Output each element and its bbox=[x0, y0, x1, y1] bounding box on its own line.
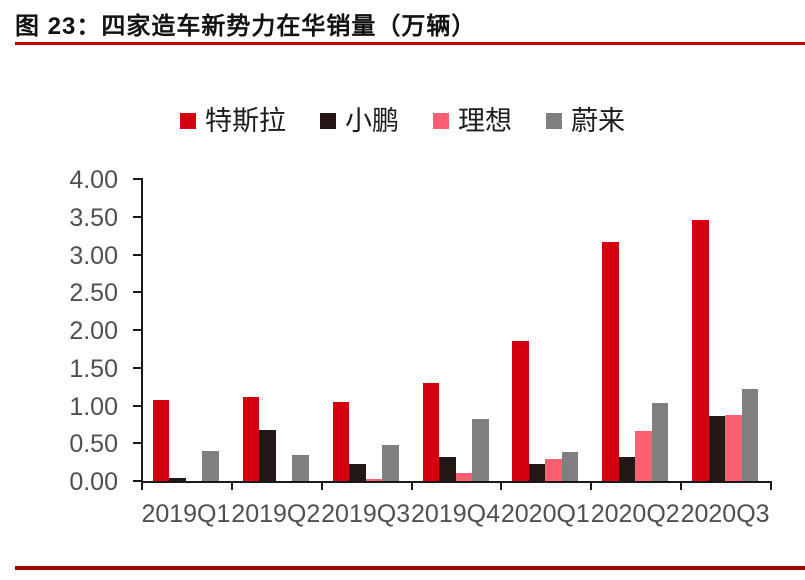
y-axis bbox=[141, 178, 143, 482]
y-tick-label: 0.00 bbox=[69, 468, 118, 496]
bar-特斯拉-2020Q1 bbox=[512, 340, 529, 481]
bar-蔚来-2020Q1 bbox=[561, 452, 579, 481]
x-axis-tick bbox=[680, 483, 683, 490]
bar-蔚来-2019Q3 bbox=[382, 444, 399, 481]
y-axis-tick bbox=[133, 178, 141, 180]
bar-小鹏-2019Q2 bbox=[259, 430, 276, 481]
bar-特斯拉-2019Q3 bbox=[332, 401, 350, 481]
legend-item: 蔚来 bbox=[546, 105, 625, 136]
y-tick-label: 2.00 bbox=[69, 317, 118, 345]
x-axis-tick bbox=[320, 483, 323, 490]
legend-label: 理想 bbox=[458, 105, 512, 136]
legend-swatch-icon bbox=[433, 113, 449, 129]
x-tick-label: 2020Q1 bbox=[500, 500, 590, 528]
bar-理想-2019Q3 bbox=[365, 479, 383, 481]
y-tick-label: 3.50 bbox=[69, 203, 118, 232]
bar-特斯拉-2019Q4 bbox=[422, 382, 439, 481]
legend-item: 特斯拉 bbox=[180, 105, 286, 136]
bar-特斯拉-2020Q3 bbox=[692, 219, 709, 481]
legend-label: 特斯拉 bbox=[205, 105, 286, 136]
y-axis-tick bbox=[133, 253, 141, 256]
y-axis-tick bbox=[133, 404, 141, 407]
bar-蔚来-2020Q2 bbox=[651, 403, 669, 481]
bar-蔚来-2019Q2 bbox=[292, 454, 309, 481]
y-tick-label: 3.00 bbox=[69, 241, 118, 270]
legend-swatch-icon bbox=[180, 113, 196, 129]
bar-蔚来-2019Q1 bbox=[202, 450, 219, 481]
x-tick-label: 2020Q3 bbox=[680, 500, 770, 528]
x-axis-tick bbox=[230, 483, 233, 490]
bar-特斯拉-2019Q2 bbox=[242, 397, 260, 481]
figure-title-row: 图 23：四家造车新势力在华销量（万辆） bbox=[15, 6, 790, 41]
bar-理想-2020Q1 bbox=[545, 459, 562, 481]
y-tick-label: 0.50 bbox=[69, 430, 118, 459]
bar-小鹏-2020Q2 bbox=[618, 456, 636, 481]
bar-小鹏-2019Q3 bbox=[349, 463, 366, 481]
y-tick-label: 4.00 bbox=[69, 166, 118, 194]
legend-label: 蔚来 bbox=[571, 105, 625, 136]
figure-title: 图 23：四家造车新势力在华销量（万辆） bbox=[15, 13, 477, 40]
x-axis-tick bbox=[410, 483, 413, 490]
x-axis-tick bbox=[500, 483, 503, 490]
y-axis-tick bbox=[133, 291, 141, 294]
chart-legend: 特斯拉 小鹏 理想 蔚来 bbox=[0, 102, 805, 140]
x-axis bbox=[141, 481, 772, 483]
bottom-rule bbox=[15, 566, 805, 570]
bar-小鹏-2020Q3 bbox=[708, 416, 726, 481]
y-axis-tick bbox=[133, 215, 141, 218]
legend-item: 小鹏 bbox=[320, 105, 399, 136]
y-axis-tick bbox=[133, 442, 141, 445]
bar-理想-2020Q2 bbox=[635, 431, 652, 481]
y-axis-tick bbox=[133, 366, 141, 369]
x-tick-label: 2019Q1 bbox=[141, 500, 231, 528]
x-axis-tick bbox=[141, 483, 143, 490]
x-tick-label: 2020Q2 bbox=[590, 500, 680, 528]
y-axis-tick bbox=[133, 480, 141, 482]
legend-swatch-icon bbox=[320, 113, 336, 129]
y-tick-label: 1.50 bbox=[69, 354, 118, 383]
bar-小鹏-2020Q1 bbox=[528, 464, 546, 481]
bar-理想-2020Q3 bbox=[725, 415, 742, 481]
bar-特斯拉-2019Q1 bbox=[152, 400, 170, 481]
legend-item: 理想 bbox=[433, 105, 512, 136]
bar-小鹏-2019Q4 bbox=[439, 456, 456, 481]
y-tick-label: 1.00 bbox=[69, 392, 118, 421]
bar-特斯拉-2020Q2 bbox=[602, 241, 619, 481]
bar-小鹏-2019Q1 bbox=[169, 477, 186, 481]
legend-swatch-icon bbox=[546, 113, 562, 129]
bar-理想-2019Q4 bbox=[455, 472, 472, 481]
legend-label: 小鹏 bbox=[345, 105, 399, 136]
x-axis-tick bbox=[590, 483, 593, 490]
y-axis-tick bbox=[133, 329, 141, 331]
title-underline bbox=[15, 42, 805, 45]
x-tick-label: 2019Q3 bbox=[321, 500, 411, 528]
bar-蔚来-2020Q3 bbox=[741, 388, 759, 481]
y-tick-label: 2.50 bbox=[69, 279, 118, 308]
x-axis-tick bbox=[770, 483, 772, 490]
bar-蔚来-2019Q4 bbox=[472, 419, 489, 481]
x-tick-label: 2019Q4 bbox=[411, 500, 500, 528]
x-tick-label: 2019Q2 bbox=[231, 500, 321, 528]
